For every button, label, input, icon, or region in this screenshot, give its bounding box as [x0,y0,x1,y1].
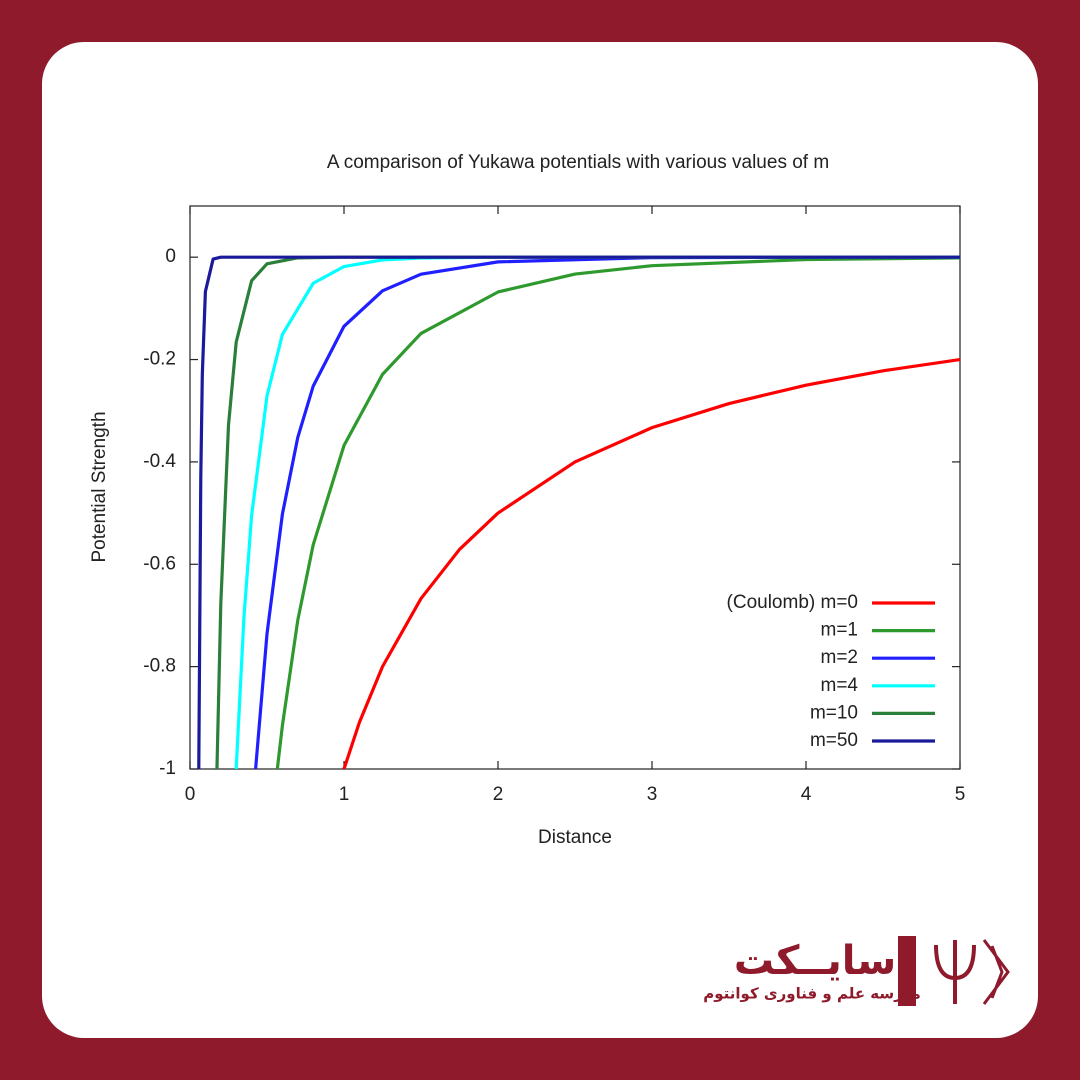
legend-label: m=2 [821,647,859,668]
logo-arrow [982,939,1010,1005]
logo-book [898,936,916,1006]
card [42,42,1038,1038]
series-line [197,255,960,769]
y-axis-label: Potential Strength [89,411,110,562]
legend-label: m=1 [821,620,859,641]
x-tick-label: 4 [801,784,812,805]
x-tick-label: 1 [339,784,350,805]
plot-area [197,255,960,769]
x-tick-label: 0 [185,784,196,805]
x-tick-label: 3 [647,784,658,805]
y-tick-label: -0.4 [143,451,176,472]
chart-title: A comparison of Yukawa potentials with v… [327,152,829,173]
series-line [275,256,960,769]
legend-label: m=50 [810,730,858,751]
series-line [342,357,960,769]
y-tick-label: -0.6 [143,553,176,574]
y-tick-label: -1 [159,758,176,779]
x-axis-label: Distance [538,827,612,848]
legend-label: m=4 [821,675,859,696]
y-tick-label: -0.8 [143,656,176,677]
legend-label: (Coulomb) m=0 [727,592,858,613]
logo-psi [934,940,976,1004]
plot-frame [189,205,961,770]
logo-name: سایــکت [734,938,896,984]
y-tick-label: -0.2 [143,349,176,370]
x-tick-label: 5 [955,784,966,805]
y-tick-label: 0 [165,246,176,267]
series-line [254,255,960,769]
logo-tagline: مدرسه علم و فناوری کوانتوم [703,985,921,1003]
legend-label: m=10 [810,702,858,723]
x-tick-label: 2 [493,784,504,805]
logo: سایــکت مدرسه علم و فناوری کوانتوم [703,936,1010,1006]
